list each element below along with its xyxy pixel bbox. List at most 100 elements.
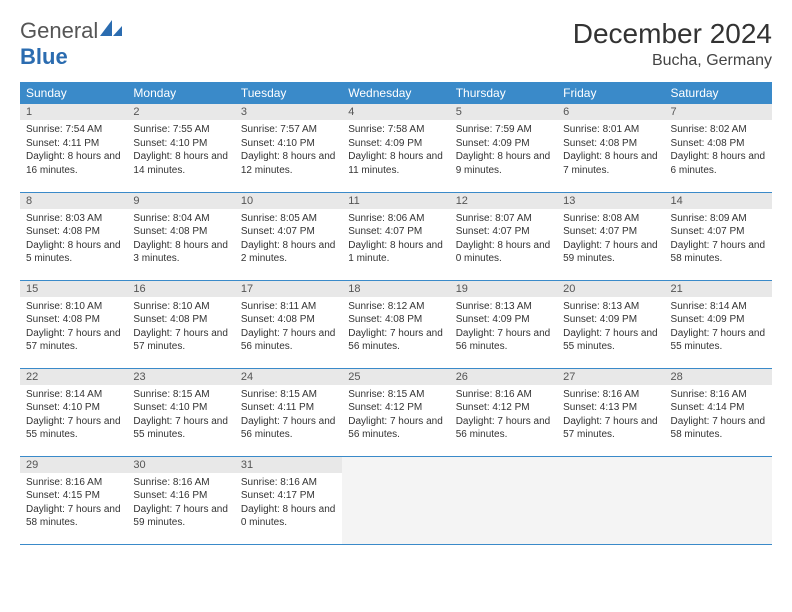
day-number: 17 [235,281,342,297]
day-number: 21 [665,281,772,297]
weekday-header: Saturday [665,82,772,104]
calendar-day-cell: 7Sunrise: 8:02 AMSunset: 4:08 PMDaylight… [665,104,772,192]
day-number: 18 [342,281,449,297]
sunrise-line: Sunrise: 8:16 AM [563,388,658,402]
daylight-line: Daylight: 7 hours and 57 minutes. [26,327,121,354]
day-number: 23 [127,369,234,385]
calendar-day-cell: 17Sunrise: 8:11 AMSunset: 4:08 PMDayligh… [235,280,342,368]
day-details: Sunrise: 8:07 AMSunset: 4:07 PMDaylight:… [450,209,557,270]
daylight-line: Daylight: 7 hours and 59 minutes. [133,503,228,530]
day-number: 13 [557,193,664,209]
calendar-table: SundayMondayTuesdayWednesdayThursdayFrid… [20,82,772,545]
calendar-day-cell: 30Sunrise: 8:16 AMSunset: 4:16 PMDayligh… [127,456,234,544]
day-number: 8 [20,193,127,209]
calendar-day-cell: 19Sunrise: 8:13 AMSunset: 4:09 PMDayligh… [450,280,557,368]
daylight-line: Daylight: 7 hours and 58 minutes. [671,239,766,266]
sunset-line: Sunset: 4:10 PM [241,137,336,151]
day-number: 25 [342,369,449,385]
calendar-day-cell: 31Sunrise: 8:16 AMSunset: 4:17 PMDayligh… [235,456,342,544]
sunrise-line: Sunrise: 8:02 AM [671,123,766,137]
sunrise-line: Sunrise: 8:14 AM [671,300,766,314]
calendar-day-cell: 8 Sunrise: 8:03 AMSunset: 4:08 PMDaylight… [20,192,127,280]
day-details: Sunrise: 7:59 AMSunset: 4:09 PMDaylight:… [450,120,557,181]
calendar-day-cell: 11Sunrise: 8:06 AMSunset: 4:07 PMDayligh… [342,192,449,280]
sunset-line: Sunset: 4:08 PM [241,313,336,327]
calendar-day-cell: 6Sunrise: 8:01 AMSunset: 4:08 PMDaylight… [557,104,664,192]
calendar-day-cell: 26Sunrise: 8:16 AMSunset: 4:12 PMDayligh… [450,368,557,456]
weekday-header: Friday [557,82,664,104]
daylight-line: Daylight: 7 hours and 58 minutes. [26,503,121,530]
day-number: 19 [450,281,557,297]
day-details: Sunrise: 8:12 AMSunset: 4:08 PMDaylight:… [342,297,449,358]
calendar-day-cell: 23Sunrise: 8:15 AMSunset: 4:10 PMDayligh… [127,368,234,456]
calendar-day-cell: 21Sunrise: 8:14 AMSunset: 4:09 PMDayligh… [665,280,772,368]
daylight-line: Daylight: 8 hours and 2 minutes. [241,239,336,266]
day-number: 1 [20,104,127,120]
day-details: Sunrise: 8:16 AMSunset: 4:17 PMDaylight:… [235,473,342,534]
title-block: December 2024 Bucha, Germany [573,18,772,70]
daylight-line: Daylight: 8 hours and 11 minutes. [348,150,443,177]
calendar-week-row: 15Sunrise: 8:10 AMSunset: 4:08 PMDayligh… [20,280,772,368]
day-details: Sunrise: 7:58 AMSunset: 4:09 PMDaylight:… [342,120,449,181]
sunset-line: Sunset: 4:09 PM [563,313,658,327]
calendar-day-cell: 10Sunrise: 8:05 AMSunset: 4:07 PMDayligh… [235,192,342,280]
sunrise-line: Sunrise: 8:16 AM [671,388,766,402]
sunrise-line: Sunrise: 8:03 AM [26,212,121,226]
sunset-line: Sunset: 4:08 PM [26,225,121,239]
day-number: 5 [450,104,557,120]
daylight-line: Daylight: 8 hours and 12 minutes. [241,150,336,177]
calendar-day-cell: 2Sunrise: 7:55 AMSunset: 4:10 PMDaylight… [127,104,234,192]
sunset-line: Sunset: 4:10 PM [133,137,228,151]
day-number: 26 [450,369,557,385]
calendar-day-cell: 28Sunrise: 8:16 AMSunset: 4:14 PMDayligh… [665,368,772,456]
calendar-day-cell: 1Sunrise: 7:54 AMSunset: 4:11 PMDaylight… [20,104,127,192]
day-details: Sunrise: 8:16 AMSunset: 4:14 PMDaylight:… [665,385,772,446]
sunrise-line: Sunrise: 8:06 AM [348,212,443,226]
calendar-day-cell: 5Sunrise: 7:59 AMSunset: 4:09 PMDaylight… [450,104,557,192]
day-details: Sunrise: 8:01 AMSunset: 4:08 PMDaylight:… [557,120,664,181]
calendar-day-cell: 29Sunrise: 8:16 AMSunset: 4:15 PMDayligh… [20,456,127,544]
daylight-line: Daylight: 7 hours and 56 minutes. [456,327,551,354]
calendar-body: 1Sunrise: 7:54 AMSunset: 4:11 PMDaylight… [20,104,772,544]
day-number: 7 [665,104,772,120]
sunset-line: Sunset: 4:16 PM [133,489,228,503]
sunrise-line: Sunrise: 8:16 AM [241,476,336,490]
day-number: 12 [450,193,557,209]
daylight-line: Daylight: 8 hours and 14 minutes. [133,150,228,177]
daylight-line: Daylight: 7 hours and 57 minutes. [563,415,658,442]
calendar-day-cell: 16Sunrise: 8:10 AMSunset: 4:08 PMDayligh… [127,280,234,368]
day-details: Sunrise: 8:02 AMSunset: 4:08 PMDaylight:… [665,120,772,181]
daylight-line: Daylight: 7 hours and 56 minutes. [348,327,443,354]
calendar-week-row: 1Sunrise: 7:54 AMSunset: 4:11 PMDaylight… [20,104,772,192]
sunset-line: Sunset: 4:10 PM [26,401,121,415]
sunrise-line: Sunrise: 8:01 AM [563,123,658,137]
calendar-day-cell: 14Sunrise: 8:09 AMSunset: 4:07 PMDayligh… [665,192,772,280]
calendar-day-cell: 22Sunrise: 8:14 AMSunset: 4:10 PMDayligh… [20,368,127,456]
sunrise-line: Sunrise: 8:16 AM [133,476,228,490]
weekday-header: Tuesday [235,82,342,104]
day-details: Sunrise: 8:14 AMSunset: 4:10 PMDaylight:… [20,385,127,446]
day-number: 14 [665,193,772,209]
day-number: 6 [557,104,664,120]
day-number: 3 [235,104,342,120]
calendar-day-cell: 9Sunrise: 8:04 AMSunset: 4:08 PMDaylight… [127,192,234,280]
sunset-line: Sunset: 4:17 PM [241,489,336,503]
calendar-day-cell: 3Sunrise: 7:57 AMSunset: 4:10 PMDaylight… [235,104,342,192]
day-number: 20 [557,281,664,297]
sunrise-line: Sunrise: 8:08 AM [563,212,658,226]
sunset-line: Sunset: 4:12 PM [348,401,443,415]
sunrise-line: Sunrise: 7:55 AM [133,123,228,137]
calendar-day-cell: 18Sunrise: 8:12 AMSunset: 4:08 PMDayligh… [342,280,449,368]
day-details: Sunrise: 7:55 AMSunset: 4:10 PMDaylight:… [127,120,234,181]
sunset-line: Sunset: 4:07 PM [456,225,551,239]
day-number: 28 [665,369,772,385]
calendar-empty-cell [557,456,664,544]
sunrise-line: Sunrise: 7:58 AM [348,123,443,137]
day-number: 2 [127,104,234,120]
calendar-empty-cell [342,456,449,544]
sunset-line: Sunset: 4:08 PM [671,137,766,151]
day-number: 22 [20,369,127,385]
calendar-day-cell: 15Sunrise: 8:10 AMSunset: 4:08 PMDayligh… [20,280,127,368]
sunrise-line: Sunrise: 8:13 AM [456,300,551,314]
daylight-line: Daylight: 8 hours and 5 minutes. [26,239,121,266]
